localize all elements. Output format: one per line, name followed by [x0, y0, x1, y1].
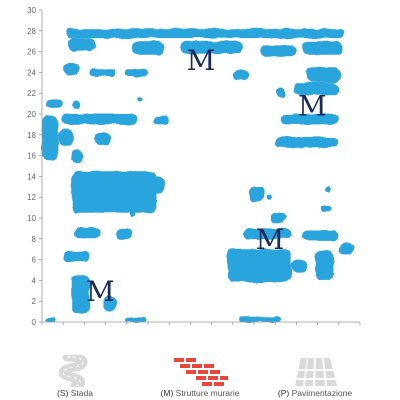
- heat-region: [302, 230, 339, 240]
- heatmap-chart: 0246810121416182022242628300246810121416…: [0, 0, 400, 330]
- heat-region: [129, 211, 135, 216]
- heat-region: [66, 29, 344, 38]
- y-tick-label: 12: [27, 193, 36, 202]
- y-tick-label: 26: [27, 48, 36, 57]
- annotation-label: M: [86, 275, 115, 308]
- y-tick-label: 22: [27, 89, 36, 98]
- heat-region: [125, 69, 148, 76]
- heat-region: [132, 41, 164, 55]
- heat-region: [137, 97, 142, 101]
- heat-region: [233, 70, 249, 79]
- legend-item-pavimentazione: (P) Pavimentazione: [255, 355, 375, 400]
- y-tick-label: 10: [27, 214, 36, 223]
- y-tick-label: 2: [32, 297, 37, 306]
- heat-region: [95, 133, 111, 145]
- heat-region: [315, 251, 333, 280]
- legend-item-strutture-murarie: (M) Strutture murarie: [140, 355, 260, 400]
- heat-region: [47, 99, 63, 107]
- legend-label: (M) Strutture murarie: [140, 388, 260, 398]
- y-tick-label: 6: [32, 256, 37, 265]
- heat-region: [72, 100, 80, 108]
- heat-region: [291, 260, 307, 272]
- annotation-label: M: [187, 44, 216, 77]
- heat-region: [259, 45, 296, 56]
- heat-region: [74, 227, 101, 238]
- legend-label: (P) Pavimentazione: [255, 388, 375, 398]
- heat-region: [116, 229, 132, 238]
- heat-region: [249, 187, 265, 203]
- heat-region: [339, 243, 355, 254]
- heat-region: [63, 251, 89, 261]
- heat-region: [42, 116, 58, 160]
- heat-region: [153, 116, 169, 124]
- heat-region: [275, 137, 339, 147]
- heat-region: [58, 130, 74, 146]
- heat-region: [90, 69, 117, 76]
- heat-region: [72, 171, 157, 213]
- heat-region: [61, 114, 137, 124]
- y-tick-label: 18: [27, 131, 36, 140]
- brick-wall-icon: [140, 355, 260, 387]
- y-tick-label: 24: [27, 68, 36, 77]
- heat-region: [72, 149, 83, 163]
- heat-region: [270, 213, 286, 223]
- legend-label: (S) Stada: [15, 388, 135, 398]
- y-tick-label: 28: [27, 27, 36, 36]
- annotation-label: M: [256, 223, 285, 256]
- road-icon: [15, 355, 135, 387]
- heat-region: [63, 62, 79, 76]
- y-tick-label: 16: [27, 152, 36, 161]
- y-tick-label: 0: [32, 318, 37, 327]
- heat-region: [307, 67, 341, 83]
- legend-item-stada: (S) Stada: [15, 355, 135, 400]
- paving-icon: [255, 355, 375, 387]
- heat-region: [146, 176, 164, 194]
- y-tick-label: 14: [27, 172, 36, 181]
- y-tick-label: 4: [32, 276, 37, 285]
- heat-region: [69, 38, 96, 52]
- heat-region: [238, 317, 280, 322]
- heat-region: [125, 318, 146, 322]
- y-tick-label: 20: [27, 110, 36, 119]
- heat-region: [321, 206, 332, 212]
- heat-region: [267, 194, 271, 199]
- heat-region: [302, 41, 342, 55]
- heat-region: [275, 88, 286, 97]
- y-tick-label: 8: [32, 235, 37, 244]
- annotation-label: M: [298, 90, 327, 123]
- heat-region: [326, 187, 331, 192]
- y-tick-label: 30: [27, 6, 36, 15]
- heat-region: [45, 318, 56, 322]
